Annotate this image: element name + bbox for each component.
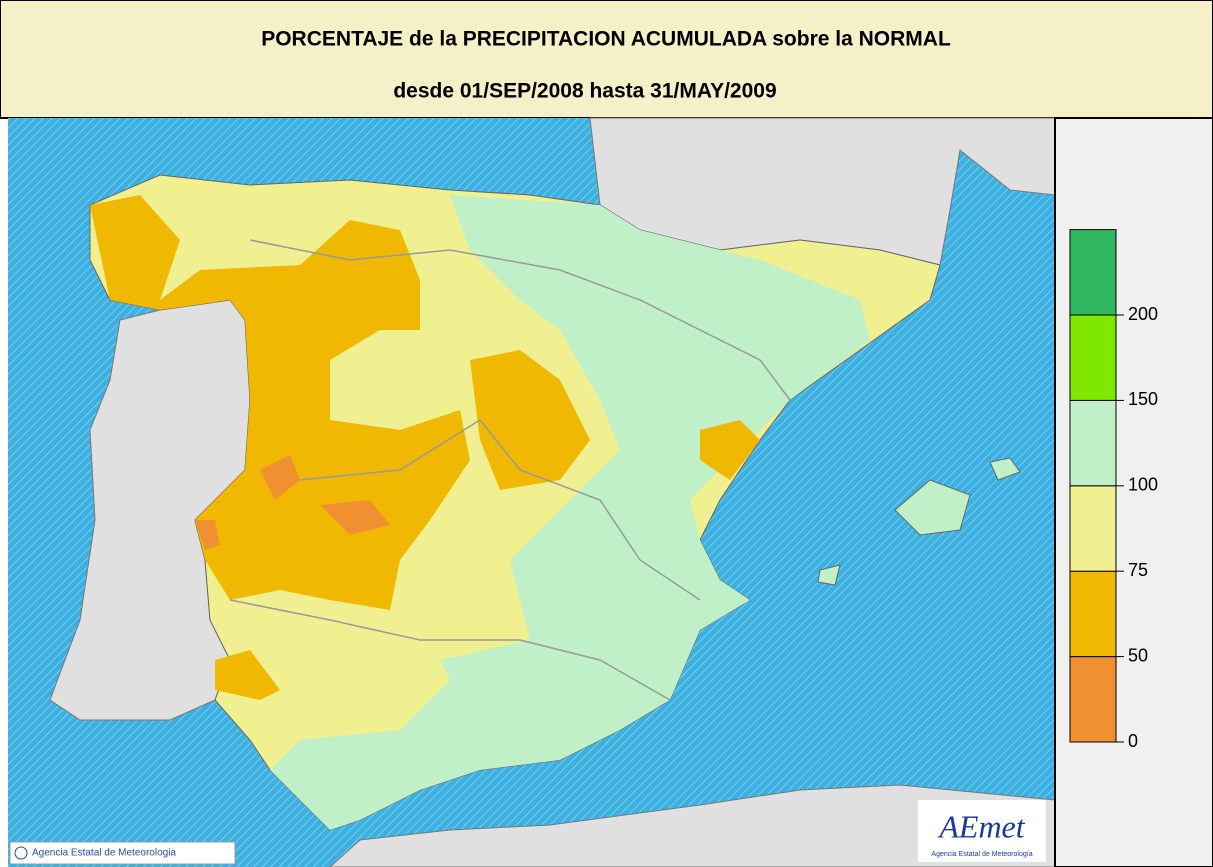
wet-region [270, 195, 870, 830]
legend-tick-label: 200 [1128, 304, 1158, 324]
logo-caption: Agencia Estatal de Meteorología [931, 851, 1032, 858]
legend-tick-label: 75 [1128, 560, 1148, 580]
very-dry-region [195, 520, 220, 550]
borders [249, 239, 791, 401]
legend-band [1069, 314, 1117, 401]
borders [299, 419, 701, 601]
legend-band [1069, 656, 1117, 743]
legend-band [1069, 399, 1117, 487]
legend-band [1069, 570, 1117, 658]
logo-box [918, 800, 1046, 862]
balearic [989, 457, 1021, 481]
credit: Agencia Estatal de Meteorologia [32, 848, 176, 859]
subtitle: desde 01/SEP/2008 hasta 31/MAY/2009 [393, 80, 776, 103]
legend-band [1069, 229, 1117, 316]
legend-tick-label: 150 [1128, 389, 1158, 409]
logo: AEmet [937, 808, 1025, 844]
dry-region [700, 420, 760, 480]
legend-band [1069, 485, 1117, 572]
very-dry-region [260, 455, 300, 500]
dry-region [215, 650, 280, 700]
dry-region [470, 350, 590, 490]
credit-box [9, 841, 236, 865]
legend-tick-label: 0 [1128, 731, 1138, 751]
copyright-icon [14, 846, 28, 860]
legend-tick-label: 50 [1128, 645, 1148, 665]
borders [229, 599, 671, 701]
legend-tick-label: 100 [1128, 475, 1158, 495]
very-dry-region [320, 500, 390, 535]
title: PORCENTAJE de la PRECIPITACION ACUMULADA… [261, 28, 951, 51]
legend: 0 50 75 100 150 200 [1069, 229, 1158, 751]
balearic [817, 564, 841, 586]
balearic [894, 479, 971, 536]
map: Agencia Estatal de Meteorologia AEmet Ag… [8, 117, 1056, 867]
